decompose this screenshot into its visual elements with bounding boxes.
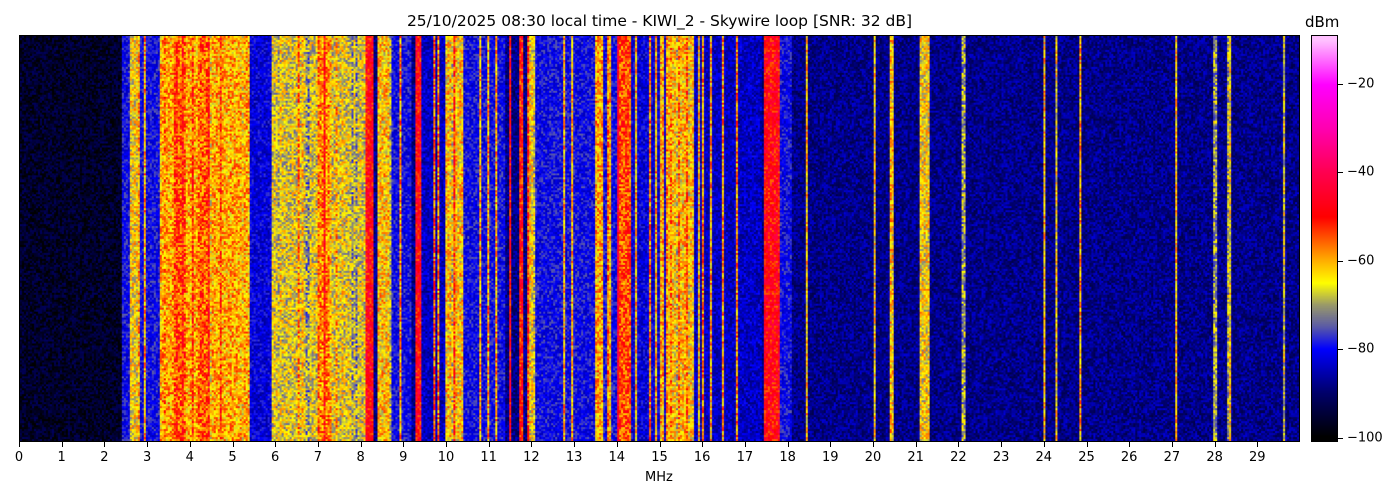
x-tick-mark <box>19 442 20 447</box>
x-tick-mark <box>1086 442 1088 447</box>
x-tick-mark <box>744 442 746 447</box>
x-tick-label: 14 <box>608 450 626 465</box>
x-tick-mark <box>360 442 362 447</box>
x-tick-mark <box>1257 442 1259 447</box>
x-tick-label: 13 <box>565 450 583 465</box>
colorbar-tick-mark <box>1338 172 1343 174</box>
x-tick-mark <box>1043 442 1045 447</box>
x-tick-mark <box>61 442 63 447</box>
x-tick-label: 18 <box>779 450 796 465</box>
colorbar-tick-label: −60 <box>1347 253 1375 269</box>
x-tick-label: 23 <box>992 450 1010 465</box>
colorbar-tick-label: −100 <box>1347 430 1383 446</box>
x-tick-mark <box>616 442 618 447</box>
colorbar-tick-mark <box>1338 260 1343 262</box>
x-tick-mark <box>189 442 191 447</box>
x-tick-label: 6 <box>271 450 280 465</box>
x-tick-mark <box>1214 442 1216 447</box>
x-tick-label: 9 <box>399 450 408 465</box>
x-tick-mark <box>403 442 405 447</box>
x-tick-mark <box>659 442 661 447</box>
x-tick-mark <box>317 442 319 447</box>
colorbar-tick-mark <box>1338 437 1343 439</box>
x-tick-label: 27 <box>1163 450 1181 465</box>
x-tick-label: 29 <box>1249 450 1266 465</box>
x-tick-label: 11 <box>480 450 497 465</box>
x-tick-label: 10 <box>437 450 455 465</box>
x-tick-mark <box>446 442 447 447</box>
x-tick-mark <box>787 442 789 447</box>
x-tick-label: 2 <box>100 450 109 465</box>
x-tick-mark <box>1129 442 1131 447</box>
x-tick-mark <box>531 442 533 447</box>
x-tick-label: 21 <box>907 450 924 465</box>
colorbar-tick-label: −80 <box>1347 341 1375 357</box>
x-axis-label: MHz <box>645 470 673 485</box>
x-tick-label: 17 <box>736 450 754 465</box>
x-tick-label: 20 <box>864 450 882 465</box>
waterfall-heatmap <box>19 35 1300 442</box>
colorbar-tick-label: −40 <box>1347 164 1375 180</box>
x-tick-label: 26 <box>1120 450 1138 465</box>
x-tick-mark <box>702 442 704 447</box>
x-tick-mark <box>915 442 917 447</box>
colorbar <box>1311 35 1338 442</box>
x-tick-label: 8 <box>356 450 365 465</box>
chart-title: 25/10/2025 08:30 local time - KIWI_2 - S… <box>406 12 913 30</box>
x-tick-mark <box>275 442 277 447</box>
x-tick-mark <box>830 442 832 447</box>
x-tick-mark <box>1171 442 1173 447</box>
x-tick-mark <box>958 442 960 447</box>
x-tick-label: 16 <box>693 450 711 465</box>
x-tick-label: 28 <box>1206 450 1223 465</box>
colorbar-tick-mark <box>1338 83 1343 85</box>
x-tick-mark <box>488 442 490 447</box>
x-tick-mark <box>104 442 106 447</box>
x-tick-label: 4 <box>185 450 194 465</box>
x-tick-label: 5 <box>228 450 237 465</box>
x-tick-mark <box>574 442 576 447</box>
x-tick-label: 3 <box>142 450 152 465</box>
x-tick-label: 1 <box>57 450 66 465</box>
colorbar-tick-mark <box>1338 349 1343 351</box>
x-tick-label: 24 <box>1035 450 1053 465</box>
x-tick-mark <box>1001 442 1003 447</box>
x-tick-mark <box>232 442 234 447</box>
x-tick-label: 0 <box>14 450 24 465</box>
x-tick-label: 25 <box>1078 450 1095 465</box>
colorbar-label: dBm <box>1305 13 1340 31</box>
x-tick-mark <box>147 442 149 447</box>
colorbar-tick-label: −20 <box>1347 76 1375 92</box>
x-tick-label: 19 <box>822 450 839 465</box>
x-tick-label: 12 <box>523 450 540 465</box>
x-tick-label: 15 <box>651 450 668 465</box>
x-tick-label: 22 <box>950 450 967 465</box>
x-tick-mark <box>873 442 874 447</box>
x-tick-label: 7 <box>313 450 323 465</box>
